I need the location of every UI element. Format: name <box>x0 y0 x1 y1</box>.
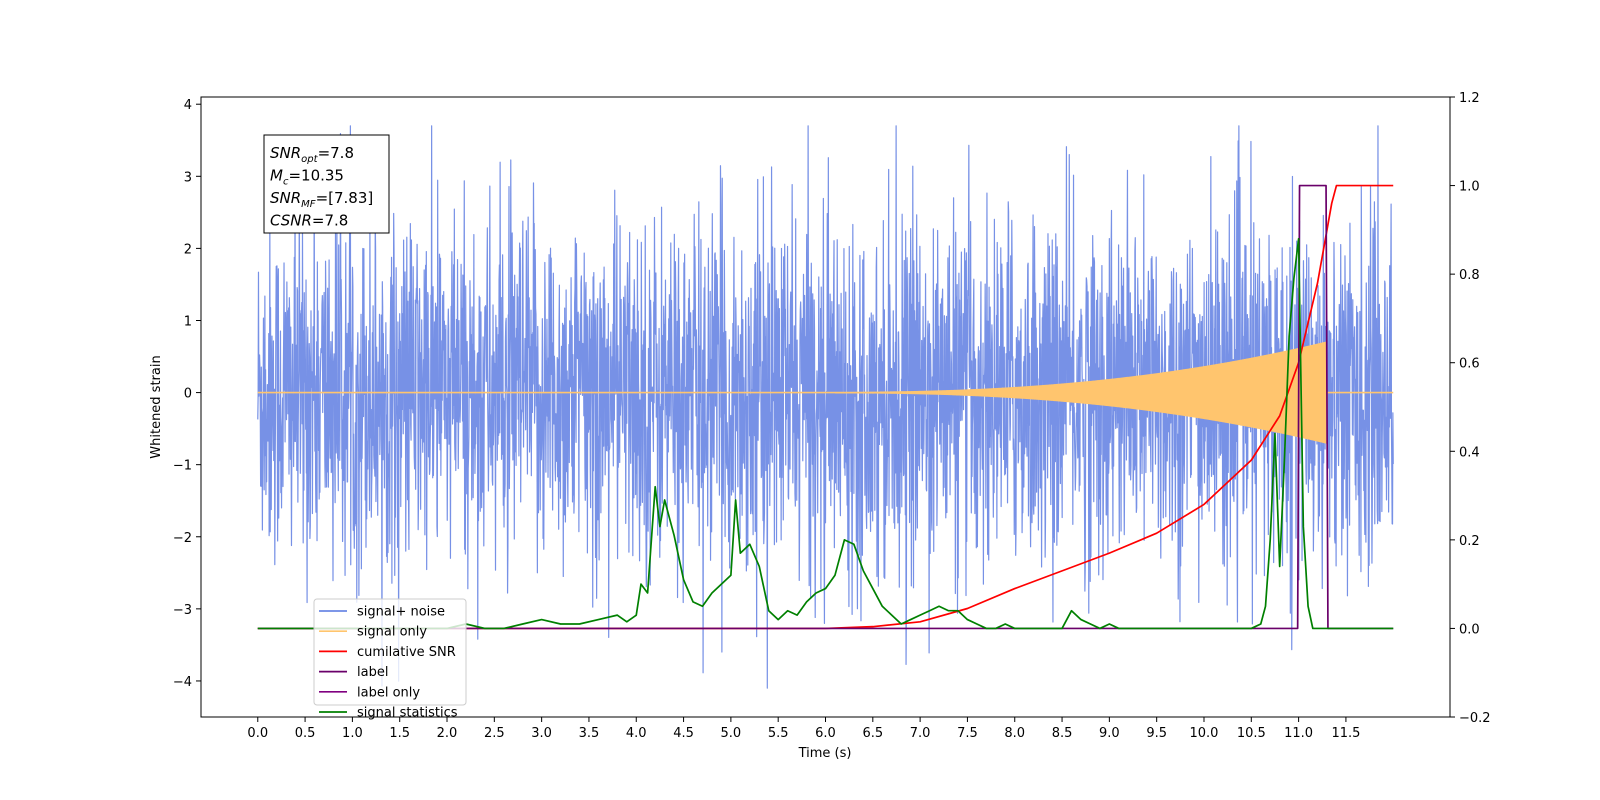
legend-label: signal statistics <box>357 706 458 721</box>
x-tick-label: 11.5 <box>1331 726 1360 741</box>
y-tick-label-right: 0.2 <box>1459 534 1480 549</box>
info-line: SNRopt=7.8 <box>270 144 354 165</box>
series-signal-statistics <box>257 237 1394 630</box>
x-axis-label: Time (s) <box>798 746 852 761</box>
legend-frame <box>313 598 467 706</box>
x-tick-label: 10.5 <box>1237 726 1266 741</box>
y-tick-label-right: 0.8 <box>1459 268 1480 283</box>
x-tick-label: 2.5 <box>484 726 505 741</box>
y-tick-label-left: −4 <box>173 675 192 690</box>
x-tick-label: 6.5 <box>862 726 883 741</box>
series-cumilative-snr <box>257 184 1394 630</box>
x-tick-label: 0.0 <box>247 726 268 741</box>
y-tick-label-left: 2 <box>184 242 192 257</box>
series-signal-only <box>257 341 1394 444</box>
info-line: SNRMF=[7.83] <box>270 189 373 210</box>
legend-label: cumilative SNR <box>357 645 456 660</box>
y-axis-label: Whitened strain <box>149 355 164 458</box>
legend-label: signal only <box>357 625 427 640</box>
x-tick-label: 7.5 <box>957 726 978 741</box>
x-tick-label: 9.5 <box>1146 726 1167 741</box>
y-tick-label-left: −1 <box>173 459 192 474</box>
y-tick-label-right: 0.6 <box>1459 357 1480 372</box>
y-tick-label-right: −0.2 <box>1459 711 1491 726</box>
x-tick-label: 5.5 <box>768 726 789 741</box>
x-tick-label: 1.0 <box>342 726 363 741</box>
x-tick-label: 11.0 <box>1284 726 1313 741</box>
x-tick-label: 8.0 <box>1004 726 1025 741</box>
y-tick-label-left: −2 <box>173 531 192 546</box>
x-tick-label: 8.5 <box>1052 726 1073 741</box>
x-tick-label: 3.0 <box>531 726 552 741</box>
info-line: CSNR=7.8 <box>270 212 348 230</box>
y-tick-label-right: 0.0 <box>1459 622 1480 637</box>
y-tick-label-left: 1 <box>184 314 192 329</box>
y-tick-label-right: 1.0 <box>1459 180 1480 195</box>
x-tick-label: 9.0 <box>1099 726 1120 741</box>
legend-label: signal+ noise <box>357 605 445 620</box>
y-axis-right: −0.2 0.0 0.2 0.4 0.6 0.8 1.0 1.2 <box>1450 91 1491 726</box>
x-tick-label: 4.5 <box>673 726 694 741</box>
legend: signal+ noise signal only cumilative SNR la… <box>313 598 467 721</box>
series-signal-noise <box>257 125 1394 689</box>
legend-label: label <box>357 665 388 680</box>
y-tick-label-left: −3 <box>173 603 192 618</box>
x-tick-label: 5.0 <box>721 726 742 741</box>
y-tick-label-right: 1.2 <box>1459 91 1480 106</box>
y-tick-label-left: 4 <box>184 98 192 113</box>
x-tick-label: 4.0 <box>626 726 647 741</box>
x-tick-label: 1.5 <box>389 726 410 741</box>
y-tick-label-right: 0.4 <box>1459 445 1480 460</box>
y-axis-left: −4 −3 −2 −1 0 1 2 3 4 <box>173 98 201 690</box>
x-tick-label: 6.0 <box>815 726 836 741</box>
x-tick-label: 10.0 <box>1190 726 1219 741</box>
x-tick-label: 3.5 <box>579 726 600 741</box>
y-tick-label-left: 0 <box>184 387 192 402</box>
x-tick-label: 0.5 <box>295 726 316 741</box>
x-tick-label: 7.0 <box>910 726 931 741</box>
x-tick-label: 2.0 <box>437 726 458 741</box>
x-axis: 0.0 0.5 1.0 1.5 2.0 2.5 3.0 3.5 4.0 4.5 5.0 5.5 6.0 6… <box>247 717 1360 741</box>
y-tick-label-left: 3 <box>184 170 192 185</box>
series-layer <box>257 125 1394 689</box>
info-line: Mc=10.35 <box>270 167 344 188</box>
info-box-frame <box>263 134 390 234</box>
legend-label: label only <box>357 685 420 700</box>
